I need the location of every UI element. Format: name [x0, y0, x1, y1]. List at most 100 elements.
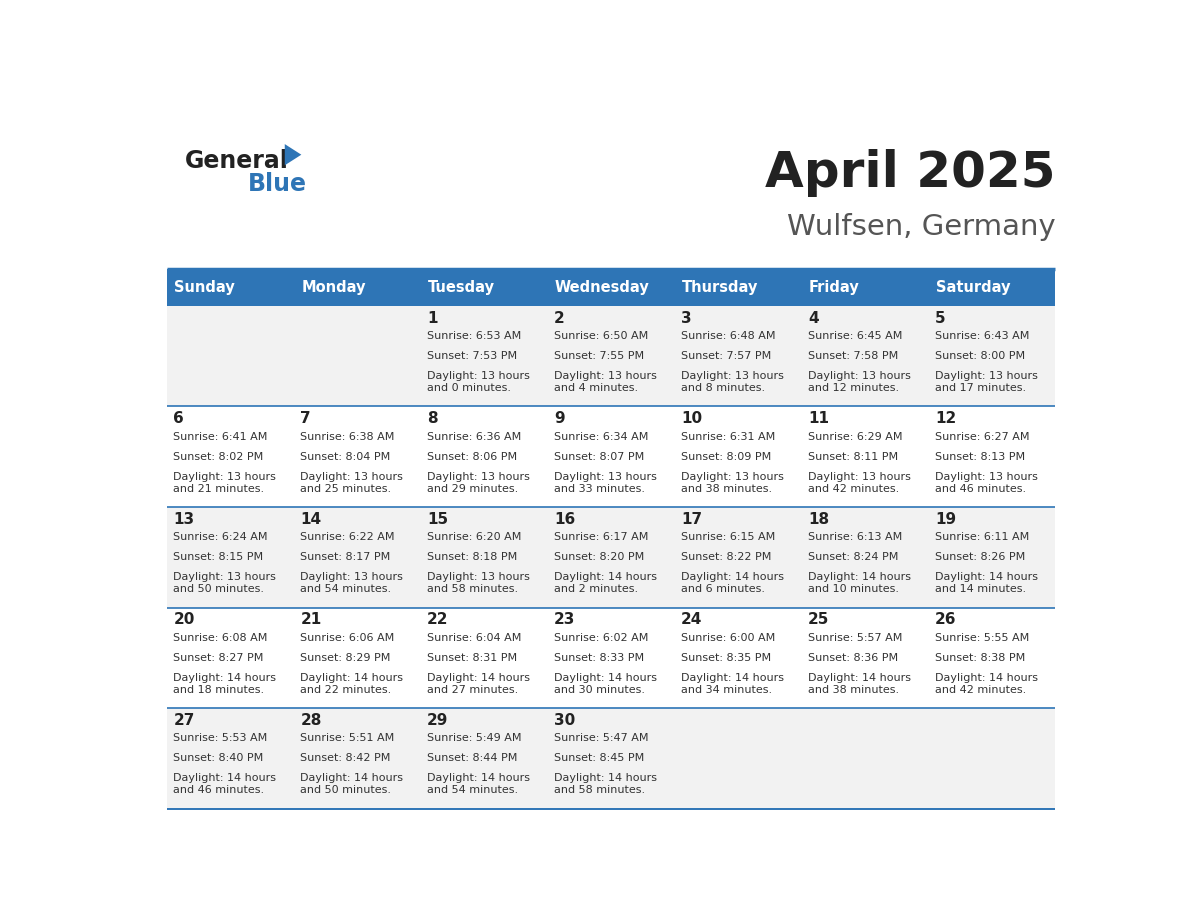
Text: 22: 22	[428, 612, 449, 628]
Text: Daylight: 13 hours
and 17 minutes.: Daylight: 13 hours and 17 minutes.	[935, 371, 1038, 393]
Text: General: General	[185, 149, 289, 173]
Text: Sunrise: 6:06 AM: Sunrise: 6:06 AM	[301, 633, 394, 643]
FancyBboxPatch shape	[802, 306, 929, 407]
FancyBboxPatch shape	[548, 507, 675, 608]
Text: Sunrise: 6:24 AM: Sunrise: 6:24 AM	[173, 532, 267, 543]
Text: Daylight: 14 hours
and 50 minutes.: Daylight: 14 hours and 50 minutes.	[301, 773, 403, 795]
Text: Daylight: 13 hours
and 8 minutes.: Daylight: 13 hours and 8 minutes.	[681, 371, 784, 393]
Text: 7: 7	[301, 411, 311, 427]
Text: Sunset: 8:00 PM: Sunset: 8:00 PM	[935, 352, 1025, 361]
Text: Friday: Friday	[809, 280, 860, 295]
Text: Daylight: 14 hours
and 18 minutes.: Daylight: 14 hours and 18 minutes.	[173, 673, 277, 695]
FancyBboxPatch shape	[675, 306, 802, 407]
Text: 6: 6	[173, 411, 184, 427]
Text: Sunset: 8:29 PM: Sunset: 8:29 PM	[301, 653, 391, 663]
Text: Tuesday: Tuesday	[428, 280, 495, 295]
Text: Sunset: 8:31 PM: Sunset: 8:31 PM	[428, 653, 517, 663]
Text: 1: 1	[428, 311, 437, 326]
Text: Daylight: 13 hours
and 0 minutes.: Daylight: 13 hours and 0 minutes.	[428, 371, 530, 393]
Text: Sunrise: 5:47 AM: Sunrise: 5:47 AM	[554, 733, 649, 744]
Text: Sunset: 8:44 PM: Sunset: 8:44 PM	[428, 754, 518, 763]
Text: Daylight: 13 hours
and 58 minutes.: Daylight: 13 hours and 58 minutes.	[428, 572, 530, 594]
FancyBboxPatch shape	[929, 608, 1055, 708]
Text: Sunrise: 6:43 AM: Sunrise: 6:43 AM	[935, 331, 1029, 341]
Text: Sunset: 7:53 PM: Sunset: 7:53 PM	[428, 352, 517, 361]
Text: Sunrise: 6:17 AM: Sunrise: 6:17 AM	[554, 532, 649, 543]
Text: Daylight: 14 hours
and 30 minutes.: Daylight: 14 hours and 30 minutes.	[554, 673, 657, 695]
FancyBboxPatch shape	[929, 708, 1055, 809]
Text: Sunrise: 6:48 AM: Sunrise: 6:48 AM	[681, 331, 776, 341]
Text: Sunset: 8:22 PM: Sunset: 8:22 PM	[681, 553, 771, 562]
Text: Sunset: 8:40 PM: Sunset: 8:40 PM	[173, 754, 264, 763]
Text: Daylight: 14 hours
and 14 minutes.: Daylight: 14 hours and 14 minutes.	[935, 572, 1038, 594]
FancyBboxPatch shape	[929, 507, 1055, 608]
FancyBboxPatch shape	[293, 507, 421, 608]
Text: Sunset: 8:11 PM: Sunset: 8:11 PM	[808, 452, 898, 462]
Text: Sunset: 8:02 PM: Sunset: 8:02 PM	[173, 452, 264, 462]
FancyBboxPatch shape	[421, 708, 548, 809]
FancyBboxPatch shape	[802, 708, 929, 809]
Text: 2: 2	[554, 311, 564, 326]
Text: Sunset: 8:04 PM: Sunset: 8:04 PM	[301, 452, 391, 462]
Text: Sunset: 8:18 PM: Sunset: 8:18 PM	[428, 553, 518, 562]
Text: Daylight: 13 hours
and 4 minutes.: Daylight: 13 hours and 4 minutes.	[554, 371, 657, 393]
Text: Daylight: 14 hours
and 38 minutes.: Daylight: 14 hours and 38 minutes.	[808, 673, 911, 695]
Text: Daylight: 14 hours
and 27 minutes.: Daylight: 14 hours and 27 minutes.	[428, 673, 530, 695]
Text: Sunrise: 5:51 AM: Sunrise: 5:51 AM	[301, 733, 394, 744]
FancyBboxPatch shape	[548, 608, 675, 708]
FancyBboxPatch shape	[421, 269, 548, 306]
FancyBboxPatch shape	[421, 608, 548, 708]
Text: 24: 24	[681, 612, 702, 628]
Text: Sunrise: 6:13 AM: Sunrise: 6:13 AM	[808, 532, 902, 543]
Text: Sunrise: 6:20 AM: Sunrise: 6:20 AM	[428, 532, 522, 543]
Text: Sunset: 8:45 PM: Sunset: 8:45 PM	[554, 754, 644, 763]
FancyBboxPatch shape	[802, 608, 929, 708]
Text: Sunrise: 6:02 AM: Sunrise: 6:02 AM	[554, 633, 649, 643]
Text: 16: 16	[554, 512, 575, 527]
Text: Sunrise: 5:57 AM: Sunrise: 5:57 AM	[808, 633, 903, 643]
FancyBboxPatch shape	[166, 608, 293, 708]
Text: Sunrise: 6:27 AM: Sunrise: 6:27 AM	[935, 432, 1030, 442]
Text: 3: 3	[681, 311, 691, 326]
Text: Sunset: 8:06 PM: Sunset: 8:06 PM	[428, 452, 517, 462]
FancyBboxPatch shape	[293, 708, 421, 809]
Text: Sunset: 8:07 PM: Sunset: 8:07 PM	[554, 452, 644, 462]
FancyBboxPatch shape	[293, 269, 421, 306]
Text: Daylight: 13 hours
and 42 minutes.: Daylight: 13 hours and 42 minutes.	[808, 472, 911, 494]
Text: 11: 11	[808, 411, 829, 427]
Text: Sunset: 8:20 PM: Sunset: 8:20 PM	[554, 553, 644, 562]
Text: Sunrise: 6:04 AM: Sunrise: 6:04 AM	[428, 633, 522, 643]
FancyBboxPatch shape	[166, 407, 293, 507]
Text: Daylight: 14 hours
and 34 minutes.: Daylight: 14 hours and 34 minutes.	[681, 673, 784, 695]
Text: Sunset: 8:42 PM: Sunset: 8:42 PM	[301, 754, 391, 763]
Text: Sunset: 8:17 PM: Sunset: 8:17 PM	[301, 553, 391, 562]
Text: 14: 14	[301, 512, 322, 527]
Text: 17: 17	[681, 512, 702, 527]
Text: Sunset: 7:55 PM: Sunset: 7:55 PM	[554, 352, 644, 361]
FancyBboxPatch shape	[929, 306, 1055, 407]
Text: Daylight: 13 hours
and 21 minutes.: Daylight: 13 hours and 21 minutes.	[173, 472, 277, 494]
FancyBboxPatch shape	[675, 507, 802, 608]
Text: Daylight: 13 hours
and 29 minutes.: Daylight: 13 hours and 29 minutes.	[428, 472, 530, 494]
Text: Sunrise: 6:31 AM: Sunrise: 6:31 AM	[681, 432, 776, 442]
Text: Sunrise: 6:15 AM: Sunrise: 6:15 AM	[681, 532, 776, 543]
Text: Daylight: 14 hours
and 6 minutes.: Daylight: 14 hours and 6 minutes.	[681, 572, 784, 594]
FancyBboxPatch shape	[166, 708, 293, 809]
Text: 10: 10	[681, 411, 702, 427]
FancyBboxPatch shape	[929, 407, 1055, 507]
FancyBboxPatch shape	[293, 306, 421, 407]
FancyBboxPatch shape	[293, 407, 421, 507]
Text: Daylight: 13 hours
and 33 minutes.: Daylight: 13 hours and 33 minutes.	[554, 472, 657, 494]
FancyBboxPatch shape	[548, 708, 675, 809]
FancyBboxPatch shape	[548, 306, 675, 407]
Text: Daylight: 13 hours
and 38 minutes.: Daylight: 13 hours and 38 minutes.	[681, 472, 784, 494]
Text: 28: 28	[301, 713, 322, 728]
Text: Sunset: 7:58 PM: Sunset: 7:58 PM	[808, 352, 898, 361]
Text: Sunrise: 5:55 AM: Sunrise: 5:55 AM	[935, 633, 1029, 643]
Text: Sunset: 8:09 PM: Sunset: 8:09 PM	[681, 452, 771, 462]
Text: Sunday: Sunday	[175, 280, 235, 295]
Text: 9: 9	[554, 411, 564, 427]
Text: Daylight: 13 hours
and 12 minutes.: Daylight: 13 hours and 12 minutes.	[808, 371, 911, 393]
Text: Wednesday: Wednesday	[555, 280, 650, 295]
FancyBboxPatch shape	[421, 507, 548, 608]
